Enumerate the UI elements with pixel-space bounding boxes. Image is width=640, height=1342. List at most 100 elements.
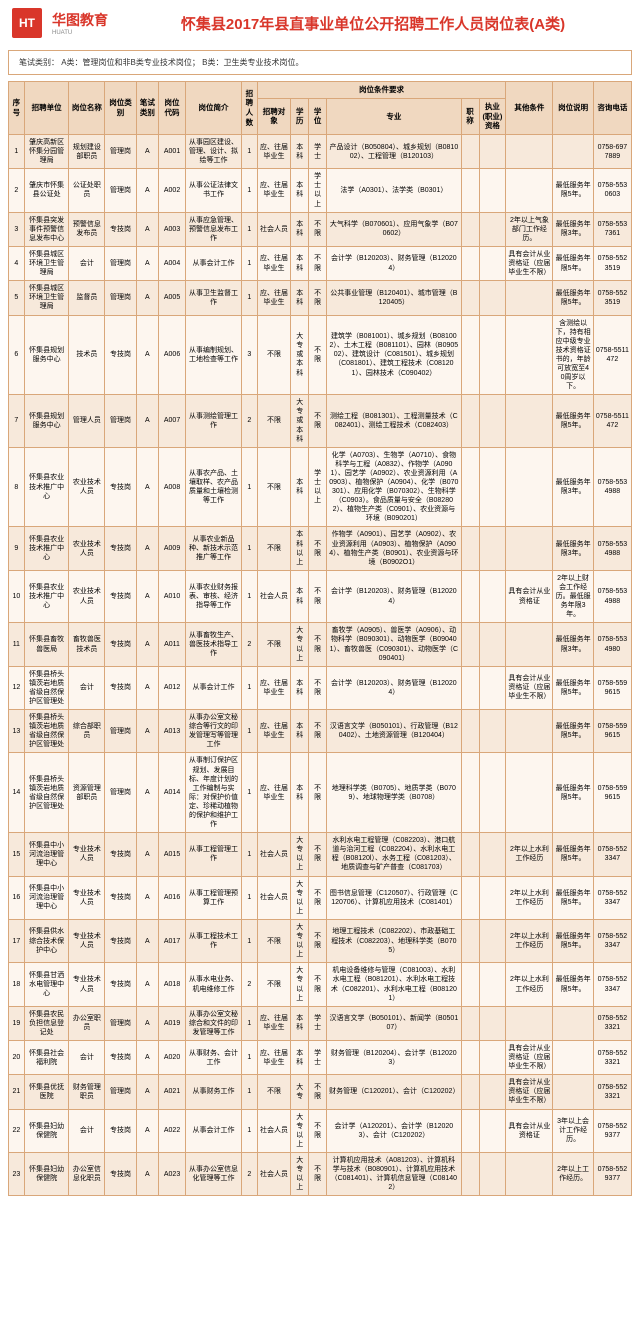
cell-catA: 专技岗 <box>105 919 136 962</box>
cell-num: 2 <box>242 395 258 447</box>
cell-catB: A <box>136 753 158 833</box>
cell-tel: 0758-5523321 <box>593 1040 631 1074</box>
cell-zy <box>479 212 506 246</box>
cell-major: 产品设计（B050804）、城乡规划（B081002）、工程管理（B120103… <box>327 135 461 169</box>
cell-code: A013 <box>159 710 186 753</box>
cell-xl: 大专或本科 <box>291 315 309 395</box>
cell-xw: 不限 <box>309 395 327 447</box>
cell-xl: 本科 <box>291 753 309 833</box>
cell-major: 地理科学类（B0705）、地质学类（B0709）、地球物理学类（B0708） <box>327 753 461 833</box>
table-row: 4怀集县城区环境卫生管理局会计管理岗AA004从事会计工作1应、往届毕业生本科不… <box>9 246 632 280</box>
cell-catB: A <box>136 570 158 622</box>
cell-other: 具有会计从业资格证（应届毕业生不限） <box>506 1040 553 1074</box>
th-index: 序号 <box>9 82 25 135</box>
cell-major: 测绘工程（B081301）、工程测量技术（C082401）、测绘工程技术（C08… <box>327 395 461 447</box>
cell-zy <box>479 570 506 622</box>
cell-tel: 0758-5530603 <box>593 169 631 212</box>
cell-xl: 大专以上 <box>291 1152 309 1195</box>
positions-table: 序号 招聘单位 岗位名称 岗位类别 笔试类别 岗位代码 岗位简介 招聘人数 岗位… <box>8 81 632 1196</box>
table-row: 1肇庆高新区怀集分园管理局规划建设部职员管理岗AA001从事园区建设、管理、设计… <box>9 135 632 169</box>
cell-unit: 怀集县畜牧兽医局 <box>24 623 69 666</box>
cell-catB: A <box>136 281 158 315</box>
table-row: 18怀集县甘洒水电管理中心专业技术人员专技岗AA018从事水电业务、机电维修工作… <box>9 963 632 1006</box>
cell-idx: 8 <box>9 447 25 527</box>
cell-catB: A <box>136 1006 158 1040</box>
cell-num: 1 <box>242 447 258 527</box>
cell-pos: 技术员 <box>69 315 105 395</box>
cell-other <box>506 1152 553 1195</box>
cell-catA: 专技岗 <box>105 833 136 876</box>
cell-major: 会计学（A120201）、会计学（B120203）、会计（C120202） <box>327 1109 461 1152</box>
cell-idx: 9 <box>9 527 25 570</box>
cell-other: 具有会计从业资格证 <box>506 1109 553 1152</box>
cell-major: 财务管理（B120204）、会计学（B120203） <box>327 1040 461 1074</box>
cell-obj: 应、往届毕业生 <box>257 710 291 753</box>
cell-desc: 最低服务年限5年。 <box>553 281 593 315</box>
cell-brief: 从事会计工作 <box>185 246 241 280</box>
cell-brief: 从事畜牧生产、兽医技术指导工作 <box>185 623 241 666</box>
cell-unit: 肇庆市怀集县公证处 <box>24 169 69 212</box>
cell-brief: 从事办公室文秘综合和文件的印发管理等工作 <box>185 1006 241 1040</box>
cell-catA: 专技岗 <box>105 570 136 622</box>
cell-idx: 21 <box>9 1075 25 1109</box>
cell-xl: 大专以上 <box>291 876 309 919</box>
table-row: 3怀集县突发事件预警信息发布中心预警信息发布员专技岗AA003从事应急管理、预警… <box>9 212 632 246</box>
table-row: 5怀集县城区环境卫生管理局监督员管理岗AA005从事卫生监督工作1应、往届毕业生… <box>9 281 632 315</box>
cell-tel: 0758-5523321 <box>593 1006 631 1040</box>
cell-zc <box>461 963 479 1006</box>
cell-zy <box>479 1075 506 1109</box>
th-cat-a: 岗位类别 <box>105 82 136 135</box>
cell-num: 1 <box>242 666 258 709</box>
cell-code: A018 <box>159 963 186 1006</box>
cell-brief: 从事办公室文秘综合等行文的印发管理写等管理工作 <box>185 710 241 753</box>
cell-obj: 不限 <box>257 963 291 1006</box>
cell-code: A006 <box>159 315 186 395</box>
cell-obj: 不限 <box>257 623 291 666</box>
cell-xl: 大专以上 <box>291 833 309 876</box>
cell-brief: 从事水电业务、机电维修工作 <box>185 963 241 1006</box>
cell-major: 图书信息管理（C120507）、行政管理（C120706）、计算机应用技术（C0… <box>327 876 461 919</box>
cell-catA: 管理岗 <box>105 135 136 169</box>
cell-pos: 会计 <box>69 246 105 280</box>
cell-pos: 专业技术人员 <box>69 963 105 1006</box>
cell-desc <box>553 1006 593 1040</box>
cell-xl: 本科 <box>291 212 309 246</box>
cell-desc: 3年以上会计工作经历。 <box>553 1109 593 1152</box>
cell-zy <box>479 447 506 527</box>
cell-obj: 社会人员 <box>257 570 291 622</box>
cell-major: 公共事业管理（B120401）、城市管理（B120405） <box>327 281 461 315</box>
cell-brief: 从事工程管理预算工作 <box>185 876 241 919</box>
cell-other <box>506 447 553 527</box>
cell-xl: 大专 <box>291 1075 309 1109</box>
table-row: 20怀集县社会褔利院会计专技岗AA020从事财务、会计工作1应、往届毕业生本科学… <box>9 1040 632 1074</box>
cell-catA: 专技岗 <box>105 527 136 570</box>
cell-desc: 最低服务年限5年。 <box>553 963 593 1006</box>
cell-zc <box>461 623 479 666</box>
cell-zc <box>461 447 479 527</box>
cell-major: 机电设备维修与管理（C081003）、水利水电工程（B081201）、水利水电工… <box>327 963 461 1006</box>
cell-zy <box>479 1109 506 1152</box>
cell-pos: 规划建设部职员 <box>69 135 105 169</box>
cell-code: A001 <box>159 135 186 169</box>
cell-zc <box>461 876 479 919</box>
cell-other: 具有会计从业资格证 <box>506 570 553 622</box>
cell-other <box>506 315 553 395</box>
cell-xw: 不限 <box>309 246 327 280</box>
th-title: 职称 <box>461 98 479 134</box>
cell-idx: 3 <box>9 212 25 246</box>
cell-xl: 本科 <box>291 281 309 315</box>
cell-code: A011 <box>159 623 186 666</box>
cell-unit: 怀集县农业技术推广中心 <box>24 570 69 622</box>
cell-unit: 怀集县桥头镇茨岩地质省级自然保护区管理处 <box>24 666 69 709</box>
cell-idx: 13 <box>9 710 25 753</box>
cell-tel: 0758-5534988 <box>593 527 631 570</box>
cell-num: 1 <box>242 281 258 315</box>
cell-code: A003 <box>159 212 186 246</box>
cell-brief: 从事园区建设、管理、设计、拟绘等工作 <box>185 135 241 169</box>
cell-brief: 从事公证法律文书工作 <box>185 169 241 212</box>
cell-pos: 农业技术人员 <box>69 447 105 527</box>
cell-num: 1 <box>242 1040 258 1074</box>
cell-zy <box>479 833 506 876</box>
cell-catA: 专技岗 <box>105 623 136 666</box>
cell-desc: 最低服务年限5年。 <box>553 833 593 876</box>
